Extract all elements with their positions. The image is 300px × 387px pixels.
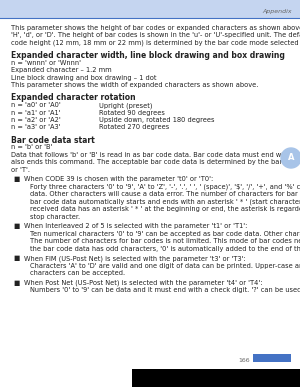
Text: When Interleaved 2 of 5 is selected with the parameter 't1' or 'T1':: When Interleaved 2 of 5 is selected with…: [24, 223, 248, 229]
Text: Rotated 90 degrees: Rotated 90 degrees: [99, 110, 165, 116]
Text: Numbers '0' to '9' can be data and it must end with a check digit. '?' can be us: Numbers '0' to '9' can be data and it mu…: [30, 287, 300, 293]
Bar: [0, 0, 300, 18]
Text: Data that follows 'b' or 'B' is read in as bar code data. Bar code data must end: Data that follows 'b' or 'B' is read in …: [11, 152, 300, 158]
Text: The number of characters for bar codes is not limited. This mode of bar codes ne: The number of characters for bar codes i…: [30, 238, 300, 244]
Text: characters can be accepted.: characters can be accepted.: [30, 270, 125, 276]
Text: A: A: [288, 154, 294, 163]
Circle shape: [281, 148, 300, 168]
Text: Ten numerical characters '0' to '9' can be accepted as bar code data. Other char: Ten numerical characters '0' to '9' can …: [30, 231, 300, 237]
Text: n = 'a2' or 'A2': n = 'a2' or 'A2': [11, 117, 61, 123]
Text: This parameter shows the height of bar codes or expanded characters as shown abo: This parameter shows the height of bar c…: [11, 25, 300, 31]
Text: Upside down, rotated 180 degrees: Upside down, rotated 180 degrees: [99, 117, 215, 123]
Text: or 'T'.: or 'T'.: [11, 167, 30, 173]
Text: This parameter shows the width of expanded characters as shown above.: This parameter shows the width of expand…: [11, 82, 259, 88]
Text: bar code data automatically starts and ends with an asterisk ' * ' (start charac: bar code data automatically starts and e…: [30, 199, 300, 205]
Text: ■: ■: [14, 255, 20, 261]
Bar: [253, 354, 291, 362]
Text: Rotated 270 degrees: Rotated 270 degrees: [99, 125, 170, 130]
Text: ■: ■: [14, 223, 20, 229]
Text: received data has an asterisk ' * ' at the beginning or end, the asterisk is reg: received data has an asterisk ' * ' at t…: [30, 206, 300, 212]
Text: Expanded character – 1.2 mm: Expanded character – 1.2 mm: [11, 67, 112, 73]
Text: When CODE 39 is chosen with the parameter 't0' or 'T0':: When CODE 39 is chosen with the paramete…: [24, 176, 214, 182]
Text: Expanded character width, line block drawing and box drawing: Expanded character width, line block dra…: [11, 51, 285, 60]
Text: n = 'b' or 'B': n = 'b' or 'B': [11, 144, 53, 151]
Bar: [132, 369, 300, 387]
Text: stop character.: stop character.: [30, 214, 80, 219]
Text: 'H', 'd', or 'D'. The height of bar codes is shown in the 'u'- or 'U'-specified : 'H', 'd', or 'D'. The height of bar code…: [11, 33, 300, 38]
Text: Expanded character rotation: Expanded character rotation: [11, 93, 136, 102]
Text: Appendix: Appendix: [262, 9, 292, 14]
Text: ■: ■: [14, 176, 20, 182]
Text: n = 'a0' or 'A0': n = 'a0' or 'A0': [11, 102, 61, 108]
Text: n = 'a3' or 'A3': n = 'a3' or 'A3': [11, 125, 61, 130]
Text: ■: ■: [14, 280, 20, 286]
Text: When Post Net (US-Post Net) is selected with the parameter 't4' or 'T4':: When Post Net (US-Post Net) is selected …: [24, 280, 263, 286]
Text: Line block drawing and box drawing – 1 dot: Line block drawing and box drawing – 1 d…: [11, 75, 157, 81]
Text: n = 'a1' or 'A1': n = 'a1' or 'A1': [11, 110, 61, 116]
Text: 166: 166: [238, 358, 250, 363]
Text: code height (12 mm, 18 mm or 22 mm) is determined by the bar code mode selected : code height (12 mm, 18 mm or 22 mm) is d…: [11, 40, 300, 46]
Text: Characters 'A' to 'D' are valid and one digit of data can be printed. Upper-case: Characters 'A' to 'D' are valid and one …: [30, 263, 300, 269]
Text: n = 'wnnn' or 'Wnnn': n = 'wnnn' or 'Wnnn': [11, 60, 81, 66]
Text: When FIM (US-Post Net) is selected with the parameter 't3' or 'T3':: When FIM (US-Post Net) is selected with …: [24, 255, 246, 262]
Text: also ends this command. The acceptable bar code data is determined by the bar co: also ends this command. The acceptable b…: [11, 159, 300, 165]
Text: the bar code data has odd characters, '0' is automatically added to the end of t: the bar code data has odd characters, '0…: [30, 246, 300, 252]
Text: Bar code data start: Bar code data start: [11, 135, 95, 145]
Text: data. Other characters will cause a data error. The number of characters for bar: data. Other characters will cause a data…: [30, 191, 300, 197]
Text: Forty three characters '0' to '9', 'A' to 'Z', '-', '.', ' ', ' (space)', '$', ': Forty three characters '0' to '9', 'A' t…: [30, 184, 300, 190]
Text: Upright (preset): Upright (preset): [99, 102, 153, 109]
